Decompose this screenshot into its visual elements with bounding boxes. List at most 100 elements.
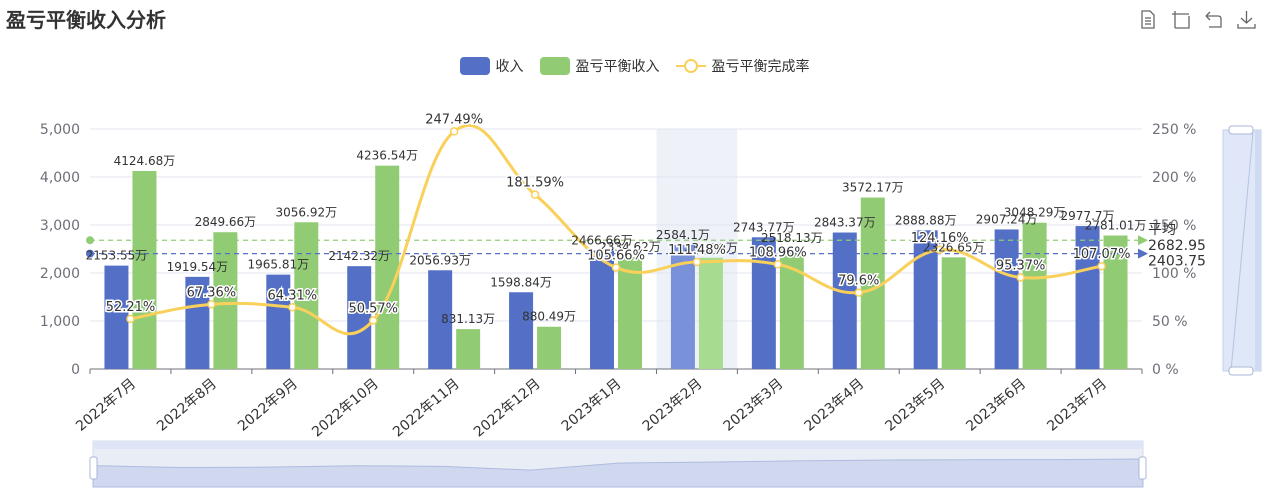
rate-data-label: 108.96% [749, 245, 807, 260]
right-zoom-handle-bar[interactable] [1255, 130, 1261, 371]
income-bar[interactable] [185, 276, 210, 369]
income-bar[interactable] [1075, 226, 1100, 369]
income-bar[interactable] [751, 237, 776, 369]
income-bar[interactable] [104, 265, 129, 369]
rate-point[interactable] [1016, 273, 1025, 282]
income-data-label: 2977.7万 [1061, 209, 1115, 223]
average-line-start [86, 236, 94, 245]
legend-item-breakeven[interactable]: 盈亏平衡收入 [539, 56, 660, 76]
x-tick-label: 2023年2月 [640, 376, 706, 435]
income-bar[interactable] [994, 229, 1019, 369]
breakeven-bar[interactable] [537, 326, 562, 369]
zoom-icon[interactable] [1170, 9, 1191, 30]
y-left-tick-label: 2,000 [40, 266, 80, 282]
legend-swatch-income [459, 57, 490, 75]
legend-label-rate: 盈亏平衡完成率 [711, 59, 810, 75]
average-line-start [86, 249, 94, 258]
legend-item-rate[interactable]: 盈亏平衡完成率 [675, 56, 810, 76]
right-zoom-top-handle[interactable] [1228, 125, 1254, 135]
data-view-icon[interactable] [1137, 9, 1158, 30]
rate-point[interactable] [773, 260, 783, 269]
download-icon[interactable] [1236, 9, 1257, 30]
income-data-label: 1919.54万 [167, 260, 229, 274]
rate-point[interactable] [449, 127, 459, 136]
y-right-tick-label: 200 % [1152, 170, 1196, 186]
y-left-tick-label: 5,000 [40, 122, 80, 138]
x-tick-label: 2022年7月 [73, 376, 139, 435]
income-bar[interactable] [428, 270, 453, 369]
highlight-band [656, 129, 738, 369]
income-data-label: 2907.24万 [976, 212, 1038, 226]
income-bar[interactable] [347, 266, 372, 369]
income-bar[interactable] [832, 232, 857, 369]
right-zoom-preview [1230, 131, 1254, 372]
rate-data-label: 50.57% [348, 301, 398, 316]
breakeven-data-label: 3048.29万 [1004, 206, 1066, 220]
rate-data-label: 107.07% [1073, 247, 1131, 262]
legend-label-income: 收入 [495, 59, 524, 75]
x-tick-label: 2023年4月 [801, 376, 867, 435]
rate-data-label: 105.66% [587, 249, 645, 264]
rate-point[interactable] [611, 263, 621, 272]
breakeven-bar[interactable] [375, 165, 400, 369]
legend: 收入 盈亏平衡收入 盈亏平衡完成率 [0, 56, 1269, 76]
bottom-zoom-left-handle[interactable] [89, 456, 98, 480]
breakeven-bar[interactable] [1022, 222, 1047, 369]
income-data-label: 2584.1万 [656, 228, 710, 242]
rate-point[interactable] [1097, 261, 1106, 271]
rate-data-label: 67.36% [187, 285, 237, 300]
income-data-label: 2888.88万 [895, 213, 957, 227]
rate-point[interactable] [126, 314, 135, 324]
rate-data-label: 247.49% [425, 112, 483, 127]
rate-point[interactable] [692, 257, 702, 267]
breakeven-bar[interactable] [294, 222, 319, 369]
average-value-label: 2403.75 [1148, 254, 1206, 270]
income-data-label: 2743.77万 [733, 220, 795, 234]
toolbox [1137, 9, 1257, 30]
breakeven-bar[interactable] [213, 232, 238, 369]
breakeven-bar[interactable] [698, 257, 723, 369]
breakeven-bar[interactable] [456, 329, 481, 369]
breakeven-bar[interactable] [941, 257, 966, 369]
average-name-label: 平均 [1148, 222, 1176, 238]
rate-data-label: 111.48% [668, 243, 726, 258]
right-zoom-bottom-handle[interactable] [1228, 366, 1254, 376]
breakeven-bar[interactable] [1103, 235, 1128, 369]
rate-data-label: 124.16% [911, 231, 969, 246]
legend-item-income[interactable]: 收入 [459, 56, 524, 76]
income-data-label: 2843.37万 [814, 216, 876, 230]
income-bar[interactable] [590, 250, 614, 369]
income-data-label: 2466.66万 [571, 234, 633, 248]
breakeven-data-label: 2518.13万 [761, 231, 823, 245]
y-left-tick-label: 1,000 [40, 314, 80, 330]
breakeven-data-label: 2316.9万 [684, 241, 738, 255]
income-bar[interactable] [266, 274, 291, 369]
rate-point[interactable] [368, 316, 378, 325]
zoom-reset-icon[interactable] [1203, 9, 1224, 30]
x-tick-label: 2023年1月 [559, 376, 625, 435]
rate-point[interactable] [530, 190, 540, 199]
breakeven-data-label: 880.49万 [522, 310, 576, 324]
x-tick-label: 2022年9月 [235, 376, 301, 435]
breakeven-data-label: 2326.65万 [923, 240, 985, 254]
y-right-tick-label: 0 % [1152, 362, 1179, 378]
income-bar[interactable] [509, 292, 534, 369]
breakeven-bar[interactable] [132, 171, 157, 369]
breakeven-data-label: 4124.68万 [114, 154, 176, 168]
y-right-tick-label: 100 % [1152, 266, 1196, 282]
rate-point[interactable] [207, 300, 216, 309]
rate-point[interactable] [935, 245, 944, 255]
average-line-arrow [1138, 235, 1148, 246]
breakeven-data-label: 831.13万 [441, 312, 495, 326]
bottom-zoom-handle-bar[interactable] [93, 441, 1143, 449]
page-title: 盈亏平衡收入分析 [6, 8, 166, 32]
rate-point[interactable] [854, 288, 864, 297]
bottom-zoom-right-handle[interactable] [1138, 456, 1147, 480]
legend-swatch-breakeven [539, 57, 570, 75]
rate-point[interactable] [288, 303, 297, 312]
legend-swatch-rate [675, 57, 706, 75]
x-tick-label: 2022年12月 [471, 376, 544, 441]
breakeven-bar[interactable] [618, 256, 642, 369]
breakeven-data-label: 3056.92万 [275, 205, 337, 219]
